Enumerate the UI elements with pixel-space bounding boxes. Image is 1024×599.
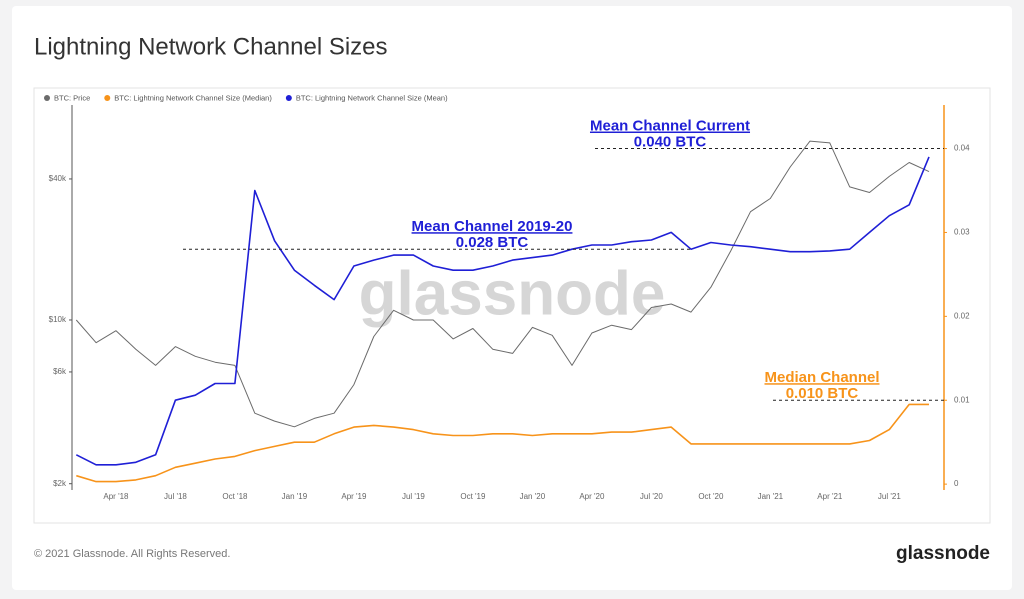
x-tick-label: Apr '21 bbox=[817, 492, 843, 501]
x-tick-label: Jan '19 bbox=[282, 492, 308, 501]
x-tick-label: Apr '18 bbox=[103, 492, 129, 501]
x-tick-label: Apr '20 bbox=[579, 492, 605, 501]
series-line bbox=[75, 156, 930, 466]
x-tick-label: Oct '18 bbox=[222, 492, 248, 501]
y-tick-label: $2k bbox=[53, 479, 67, 488]
y2-tick-label: 0.01 bbox=[954, 395, 970, 404]
logo: glassnode bbox=[896, 543, 990, 564]
y-tick-label: $40k bbox=[49, 174, 67, 183]
annotation-title: Mean Channel Current bbox=[590, 118, 750, 135]
y2-tick-label: 0.03 bbox=[954, 228, 970, 237]
annotation-label: 0.028 BTC bbox=[456, 234, 529, 251]
annotation-label: 0.010 BTC bbox=[786, 385, 859, 402]
x-tick-label: Oct '20 bbox=[698, 492, 724, 501]
x-tick-label: Jan '21 bbox=[758, 492, 784, 501]
annotation-title: Mean Channel 2019-20 bbox=[412, 218, 573, 235]
y-tick-label: $6k bbox=[53, 367, 67, 376]
legend-swatch bbox=[285, 95, 292, 101]
x-tick-label: Jul '18 bbox=[164, 492, 187, 501]
x-tick-label: Jul '19 bbox=[402, 492, 425, 501]
y2-tick-label: 0.04 bbox=[954, 144, 970, 153]
legend-swatch bbox=[104, 95, 111, 101]
chart-title: Lightning Network Channel Sizes bbox=[34, 33, 388, 60]
x-tick-label: Apr '19 bbox=[341, 492, 367, 501]
legend-label: BTC: Price bbox=[54, 93, 90, 102]
x-tick-label: Jul '20 bbox=[640, 492, 663, 501]
annotation-title: Median Channel bbox=[764, 369, 879, 386]
legend-label: BTC: Lightning Network Channel Size (Mea… bbox=[296, 93, 448, 102]
watermark: glassnode bbox=[359, 259, 666, 328]
annotation-label: 0.040 BTC bbox=[634, 134, 707, 151]
y2-tick-label: 0.02 bbox=[954, 311, 970, 320]
chart-frame bbox=[33, 87, 991, 524]
y2-tick-label: 0 bbox=[954, 479, 959, 488]
footer: © 2021 Glassnode. All Rights Reserved. bbox=[34, 548, 230, 560]
x-tick-label: Jan '20 bbox=[520, 492, 546, 501]
x-tick-label: Jul '21 bbox=[878, 492, 901, 501]
x-tick-label: Oct '19 bbox=[460, 492, 486, 501]
series-line bbox=[75, 140, 930, 428]
y-tick-label: $10k bbox=[49, 315, 67, 324]
series-line bbox=[76, 403, 929, 483]
legend-label: BTC: Lightning Network Channel Size (Med… bbox=[114, 93, 272, 102]
legend-swatch bbox=[44, 95, 50, 101]
